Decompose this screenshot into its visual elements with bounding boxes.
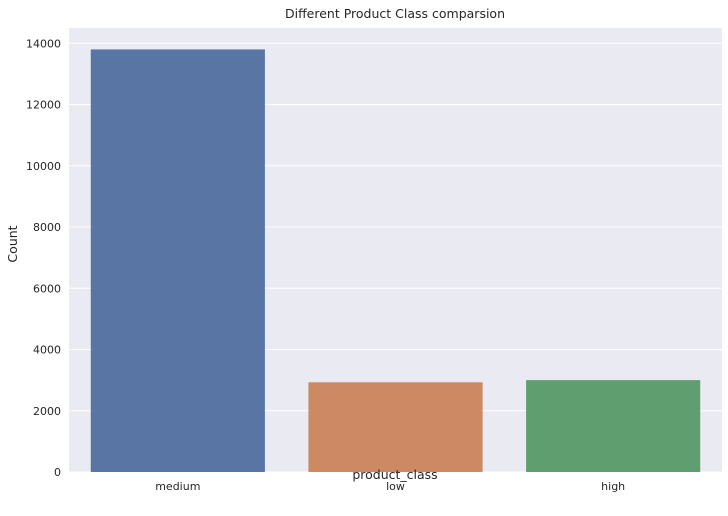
bar-medium	[90, 49, 265, 473]
y-tick-label: 6000	[33, 282, 61, 295]
y-tick-label: 12000	[26, 99, 61, 112]
bars	[90, 49, 701, 473]
bar-high	[526, 380, 701, 472]
y-tick-label: 0	[54, 466, 61, 479]
x-tick-label: low	[386, 480, 405, 493]
x-tick-label: high	[601, 480, 625, 493]
y-tick-label: 2000	[33, 405, 61, 418]
chart-title: Different Product Class comparsion	[285, 6, 505, 21]
y-tick-label: 8000	[33, 221, 61, 234]
y-axis-label: Count	[5, 225, 20, 262]
x-tick-label: medium	[155, 480, 200, 493]
y-tick-label: 14000	[26, 37, 61, 50]
x-axis-label: product_class	[352, 467, 437, 482]
y-tick-labels: 0 2000 4000 6000 8000 10000 12000 14000	[26, 37, 61, 479]
y-tick-label: 4000	[33, 344, 61, 357]
bar-low	[308, 382, 483, 472]
y-tick-label: 10000	[26, 160, 61, 173]
x-tick-labels: medium low high	[155, 480, 625, 493]
